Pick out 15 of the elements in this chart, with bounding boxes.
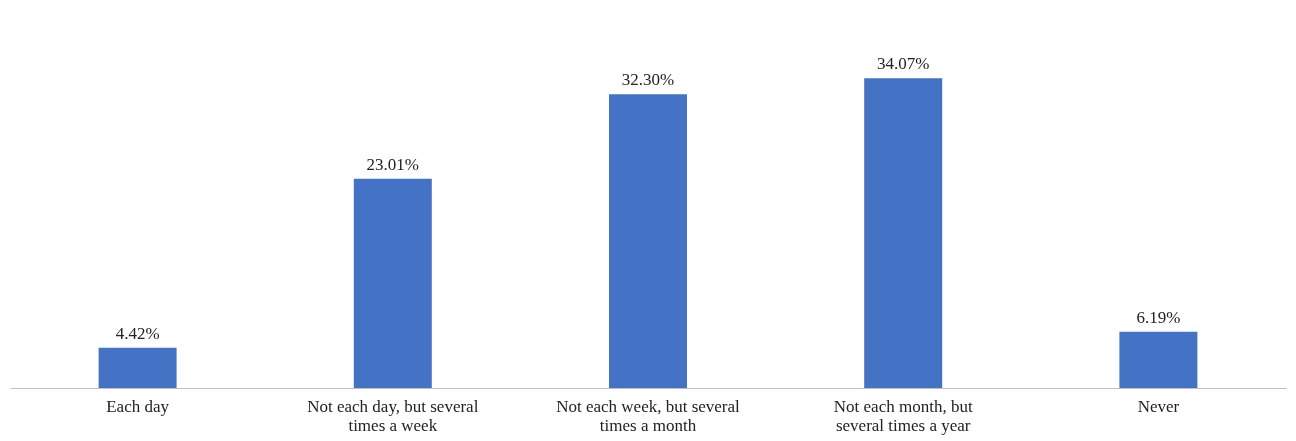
x-tick-label: Each day xyxy=(106,396,170,416)
bar xyxy=(864,78,943,388)
bar xyxy=(1119,331,1198,388)
data-label: 6.19% xyxy=(1136,307,1181,327)
data-label: 23.01% xyxy=(366,154,420,174)
data-label: 34.07% xyxy=(876,54,930,74)
x-tick-label: Not each week, but several times a month xyxy=(556,396,741,435)
x-tick-label: Not each day, but several times a week xyxy=(307,396,479,435)
bar xyxy=(609,94,687,388)
x-tick-label: Never xyxy=(1137,396,1180,416)
x-tick-label: Not each month, but several times a year xyxy=(833,396,973,435)
bar xyxy=(353,178,432,388)
bar xyxy=(98,347,177,388)
data-label: 32.30% xyxy=(621,70,675,90)
data-label: 4.42% xyxy=(115,323,160,343)
